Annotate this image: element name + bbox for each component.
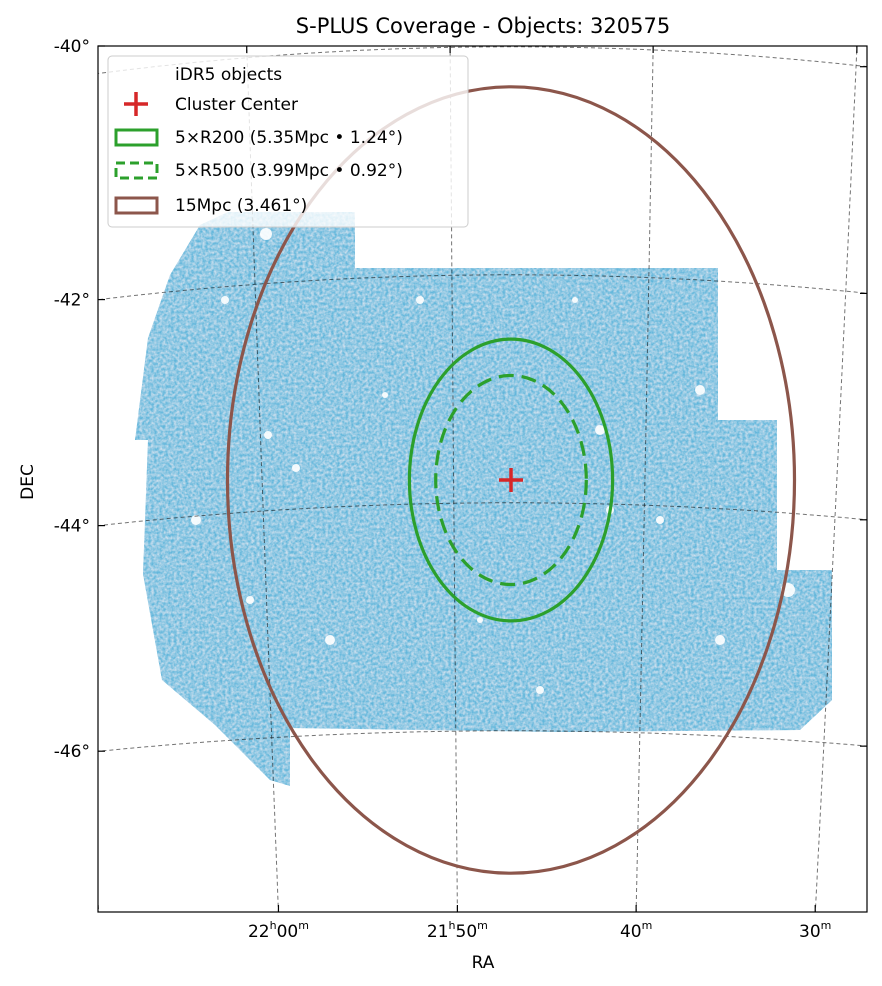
legend: iDR5 objects Cluster Center 5×R200 (5.35Mp… [107, 55, 469, 228]
radius-circles [225, 85, 797, 875]
masked-star [416, 296, 424, 304]
masked-star [191, 515, 201, 525]
masked-star [260, 228, 272, 240]
legend-label: 5×R500 (3.99Mpc • 0.92°) [175, 161, 403, 181]
masked-star [292, 464, 300, 472]
masked-star [695, 385, 705, 395]
cluster-center-marker [499, 468, 523, 492]
dec-grid-line [98, 502, 867, 527]
masked-star [246, 596, 254, 604]
x-axis-label: RA [472, 953, 495, 973]
object-density [135, 212, 832, 786]
legend-label: iDR5 objects [175, 65, 282, 85]
axes-frame [97, 45, 868, 913]
dec-tick-label: -44° [54, 517, 90, 537]
legend-item: Cluster Center [124, 92, 298, 116]
ra-grid-line [635, 46, 654, 912]
circle-5-r500 [434, 373, 588, 587]
legend-label: 15Mpc (3.461°) [175, 196, 307, 216]
masked-star [595, 425, 605, 435]
masked-star [477, 617, 483, 623]
axis-ticks: -40° -42° -44° -46° 22h00m 21h50m 40m 30m [54, 37, 867, 942]
legend-item: 5×R500 (3.99Mpc • 0.92°) [114, 161, 403, 181]
circle-5-r200 [407, 337, 615, 623]
ra-tick-label: 22h00m [248, 919, 309, 942]
ra-tick-label: 21h50m [427, 919, 488, 942]
circle-15mpc [225, 85, 797, 875]
legend-item: iDR5 objects [175, 65, 282, 85]
masked-star [264, 431, 272, 439]
legend-label: Cluster Center [175, 95, 298, 115]
chart-title: S-PLUS Coverage - Objects: 320575 [296, 14, 670, 38]
masked-star [536, 686, 544, 694]
legend-box [107, 55, 469, 228]
masked-star [572, 297, 578, 303]
dec-tick-label: -42° [54, 291, 90, 311]
legend-item: 5×R200 (5.35Mpc • 1.24°) [114, 128, 403, 148]
legend-swatch [114, 196, 159, 215]
legend-label: 5×R200 (5.35Mpc • 1.24°) [175, 128, 403, 148]
y-axis-label: DEC [18, 464, 38, 500]
ra-tick-label: 30m [799, 919, 831, 942]
dec-grid-line [98, 274, 867, 301]
masked-star [325, 635, 335, 645]
ra-grid-line [98, 895, 100, 912]
masked-star [382, 392, 388, 398]
legend-swatch [114, 128, 159, 147]
dec-tick-label: -40° [54, 37, 90, 57]
legend-swatch [114, 161, 159, 180]
dec-tick-label: -46° [54, 742, 90, 762]
masked-star [715, 635, 725, 645]
dec-grid-line [98, 730, 867, 752]
masked-star [221, 296, 229, 304]
masked-star [656, 516, 664, 524]
legend-item: 15Mpc (3.461°) [114, 196, 307, 216]
ra-tick-label: 40m [620, 919, 652, 942]
ra-grid-line [814, 46, 858, 912]
